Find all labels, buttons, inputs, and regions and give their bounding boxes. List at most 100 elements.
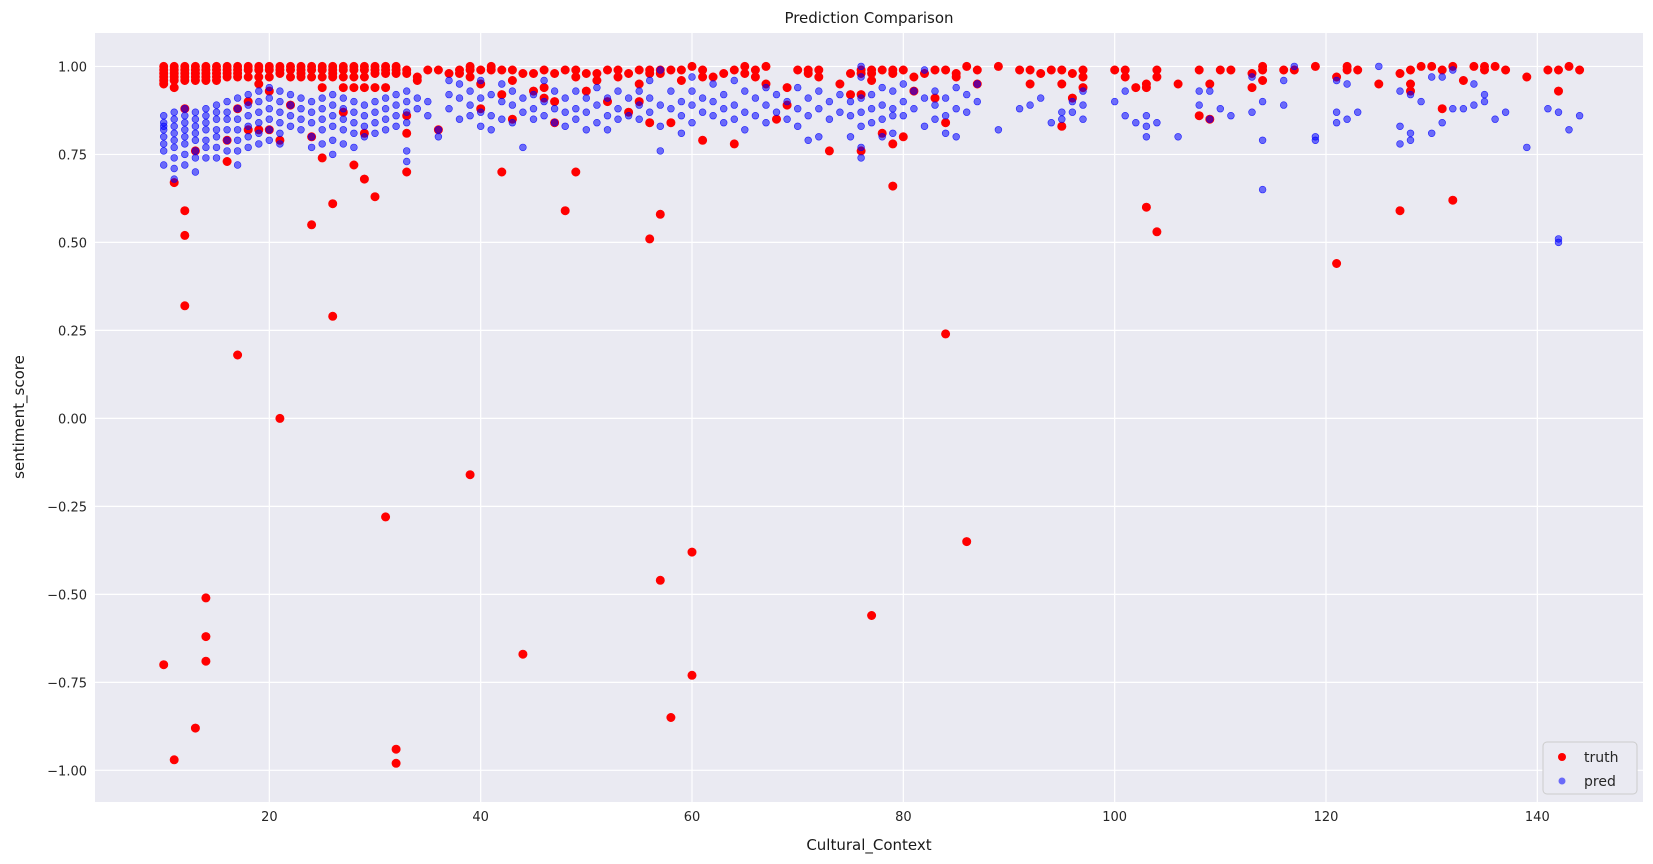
- pred-point: [1523, 143, 1531, 152]
- y-tick-label: −1.00: [47, 764, 87, 779]
- truth-point: [1120, 72, 1130, 82]
- truth-point: [169, 755, 179, 765]
- truth-point: [1490, 61, 1500, 71]
- truth-point: [264, 72, 274, 82]
- x-tick-label: 120: [1314, 810, 1339, 825]
- pred-point: [371, 129, 379, 138]
- pred-point: [857, 62, 865, 71]
- pred-point: [233, 136, 242, 145]
- pred-point: [572, 115, 580, 123]
- pred-point: [1480, 97, 1489, 106]
- truth-point: [729, 65, 739, 75]
- truth-point: [317, 153, 327, 163]
- pred-point: [857, 108, 865, 116]
- pred-point: [286, 90, 295, 99]
- pred-point: [350, 129, 358, 138]
- pred-point: [403, 97, 411, 106]
- pred-point: [445, 104, 453, 113]
- truth-point: [349, 160, 359, 170]
- pred-point: [1311, 136, 1320, 145]
- pred-point: [899, 111, 907, 120]
- truth-point: [254, 79, 264, 89]
- truth-point: [1036, 69, 1046, 79]
- truth-point: [803, 69, 813, 79]
- pred-point: [519, 108, 527, 116]
- pred-point: [233, 104, 242, 113]
- grid-lines: [95, 33, 1643, 802]
- y-axis-label: sentiment_score: [10, 355, 29, 479]
- pred-point: [276, 87, 284, 95]
- pred-point: [445, 76, 453, 85]
- truth-point: [740, 69, 750, 79]
- pred-point: [1058, 115, 1066, 123]
- pred-point: [1248, 108, 1256, 116]
- truth-point: [359, 72, 369, 82]
- truth-point: [222, 157, 232, 167]
- pred-point: [181, 161, 189, 169]
- truth-point: [539, 83, 549, 93]
- truth-point: [1554, 65, 1564, 75]
- pred-point: [350, 118, 358, 127]
- truth-point: [867, 610, 877, 620]
- pred-point: [614, 115, 622, 123]
- pred-point: [434, 133, 443, 141]
- pred-point: [1332, 118, 1341, 127]
- truth-point: [1015, 65, 1025, 75]
- pred-point: [635, 87, 643, 95]
- pred-point: [223, 126, 231, 134]
- pred-point: [561, 122, 569, 131]
- pred-point: [857, 73, 865, 81]
- pred-point: [1227, 111, 1235, 120]
- pred-point: [793, 122, 802, 131]
- pred-point: [730, 76, 738, 85]
- pred-point: [1258, 97, 1267, 106]
- truth-point: [1057, 65, 1067, 75]
- pred-point: [878, 115, 886, 123]
- pred-point: [1258, 136, 1267, 145]
- truth-point: [497, 65, 507, 75]
- pred-point: [624, 94, 633, 102]
- pred-point: [762, 118, 770, 127]
- pred-point: [466, 101, 474, 109]
- pred-point: [223, 147, 231, 155]
- pred-point: [170, 175, 178, 183]
- pred-point: [572, 87, 580, 95]
- truth-point: [528, 69, 538, 79]
- pred-point: [719, 104, 728, 113]
- pred-point: [212, 108, 221, 116]
- pred-point: [688, 73, 696, 81]
- pred-point: [1132, 118, 1140, 127]
- truth-point: [687, 61, 697, 71]
- pred-point: [1449, 104, 1457, 113]
- pred-point: [962, 108, 971, 116]
- pred-point: [1343, 80, 1351, 88]
- pred-point: [815, 87, 823, 95]
- pred-point: [191, 168, 200, 176]
- pred-point: [381, 126, 390, 134]
- truth-point: [359, 83, 369, 93]
- truth-point: [328, 199, 338, 209]
- pred-point: [170, 136, 178, 145]
- pred-point: [223, 115, 231, 123]
- pred-point: [867, 104, 876, 113]
- pred-point: [276, 108, 284, 116]
- pred-point: [941, 111, 950, 120]
- pred-point: [255, 140, 263, 148]
- legend: truth pred: [1542, 741, 1638, 795]
- truth-point: [1194, 65, 1204, 75]
- pred-point: [1206, 87, 1214, 95]
- pred-point: [645, 94, 654, 102]
- pred-point: [297, 115, 305, 123]
- pred-point: [1470, 80, 1478, 88]
- truth-point: [898, 132, 908, 142]
- legend-label-truth: truth: [1584, 750, 1618, 766]
- truth-point: [771, 114, 781, 124]
- pred-point: [371, 118, 379, 127]
- pred-point: [804, 111, 812, 120]
- truth-point: [402, 69, 412, 79]
- truth-point: [666, 118, 676, 128]
- pred-point: [1438, 73, 1446, 81]
- truth-point: [624, 69, 634, 79]
- truth-point: [888, 69, 898, 79]
- truth-point: [349, 72, 359, 82]
